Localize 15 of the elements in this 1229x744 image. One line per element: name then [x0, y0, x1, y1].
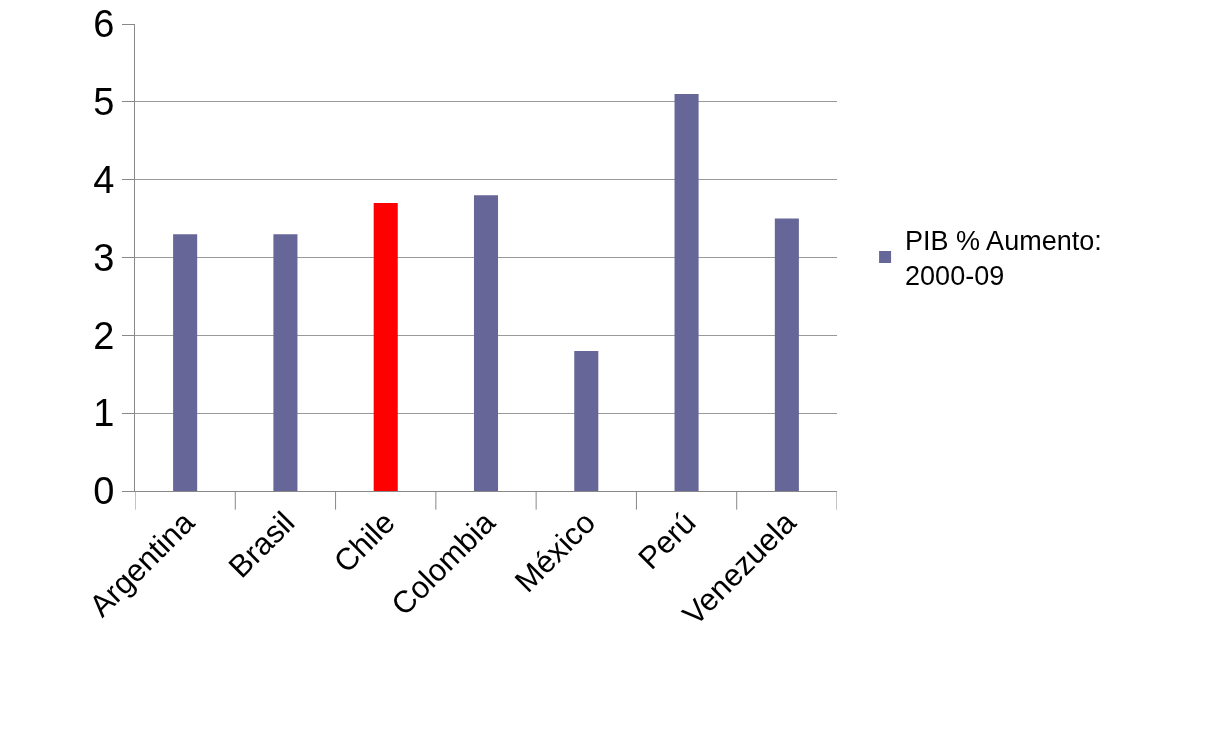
bar	[473, 195, 499, 491]
bar	[173, 234, 198, 491]
y-tick-label: 0	[93, 470, 115, 513]
bar	[273, 234, 298, 491]
legend-label: PIB % Aumento: 2000-09	[905, 226, 1102, 292]
y-tick-label: 2	[93, 314, 115, 357]
bar	[373, 203, 398, 491]
bar	[674, 94, 699, 491]
y-tick-label: 1	[93, 392, 115, 435]
bar	[574, 350, 599, 491]
y-tick-label: 4	[93, 158, 115, 201]
y-tick-label: 6	[93, 3, 115, 46]
y-tick-label: 5	[93, 81, 115, 124]
y-tick-label: 3	[93, 236, 115, 279]
bar	[774, 218, 799, 491]
